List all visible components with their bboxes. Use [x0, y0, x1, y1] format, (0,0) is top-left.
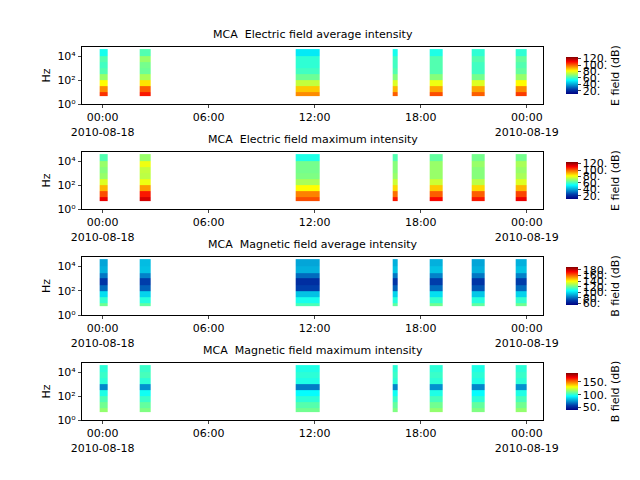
svg-text:10⁰: 10⁰	[57, 203, 76, 216]
svg-text:100.: 100.	[583, 59, 608, 72]
svg-text:06:00: 06:00	[193, 322, 225, 335]
svg-text:Hz: Hz	[40, 68, 53, 82]
svg-text:00:002010-08-19: 00:002010-08-19	[495, 322, 559, 349]
svg-text:80.: 80.	[583, 65, 601, 78]
svg-text:18:00: 18:00	[405, 427, 437, 440]
svg-text:20.: 20.	[583, 85, 601, 98]
svg-text:10⁰: 10⁰	[57, 414, 76, 427]
svg-text:00:002010-08-19: 00:002010-08-19	[495, 427, 559, 454]
svg-text:00:002010-08-18: 00:002010-08-18	[71, 322, 135, 349]
svg-text:18:00: 18:00	[405, 322, 437, 335]
svg-text:00:002010-08-18: 00:002010-08-18	[71, 111, 135, 138]
svg-text:160.: 160.	[583, 269, 608, 282]
svg-text:Hz: Hz	[40, 384, 53, 398]
svg-text:60.: 60.	[583, 177, 601, 190]
svg-text:80.: 80.	[583, 292, 601, 305]
svg-text:100.: 100.	[583, 389, 608, 402]
svg-text:18:00: 18:00	[405, 111, 437, 124]
svg-text:MCA Magnetic field average in: MCA Magnetic field average intensity	[208, 238, 417, 251]
svg-text:180.: 180.	[583, 264, 608, 277]
svg-text:12:00: 12:00	[299, 111, 331, 124]
svg-text:10⁴: 10⁴	[57, 50, 76, 63]
svg-text:B field (dB): B field (dB)	[609, 255, 622, 316]
svg-text:120.: 120.	[583, 281, 608, 294]
svg-text:E field (dB): E field (dB)	[609, 45, 622, 106]
svg-text:00:002010-08-19: 00:002010-08-19	[495, 111, 559, 138]
svg-text:10²: 10²	[57, 179, 75, 192]
svg-text:00:002010-08-18: 00:002010-08-18	[71, 427, 135, 454]
svg-text:MCA Electric field maximum in: MCA Electric field maximum intensity	[208, 133, 418, 146]
svg-text:MCA Magnetic field maximum in: MCA Magnetic field maximum intensity	[203, 344, 423, 357]
svg-text:100.: 100.	[583, 286, 608, 299]
svg-text:10⁴: 10⁴	[57, 155, 76, 168]
svg-text:140.: 140.	[583, 275, 608, 288]
svg-text:06:00: 06:00	[193, 427, 225, 440]
svg-text:10⁰: 10⁰	[57, 98, 76, 111]
svg-text:12:00: 12:00	[299, 427, 331, 440]
svg-text:40.: 40.	[583, 78, 601, 91]
svg-text:120.: 120.	[583, 52, 608, 65]
svg-text:E field (dB): E field (dB)	[609, 150, 622, 211]
svg-text:100.: 100.	[583, 164, 608, 177]
svg-text:Hz: Hz	[40, 173, 53, 187]
svg-text:120.: 120.	[583, 157, 608, 170]
svg-text:12:00: 12:00	[299, 216, 331, 229]
svg-text:00:002010-08-18: 00:002010-08-18	[71, 216, 135, 243]
svg-text:10²: 10²	[57, 74, 75, 87]
svg-text:Hz: Hz	[40, 279, 53, 293]
svg-text:06:00: 06:00	[193, 111, 225, 124]
svg-text:00:002010-08-19: 00:002010-08-19	[495, 216, 559, 243]
svg-text:40.: 40.	[583, 183, 601, 196]
svg-text:10⁴: 10⁴	[57, 366, 76, 379]
svg-text:60.: 60.	[583, 72, 601, 85]
svg-text:20.: 20.	[583, 190, 601, 203]
svg-text:80.: 80.	[583, 170, 601, 183]
svg-text:18:00: 18:00	[405, 216, 437, 229]
svg-text:10²: 10²	[57, 285, 75, 298]
svg-text:50.: 50.	[583, 401, 601, 414]
svg-text:12:00: 12:00	[299, 322, 331, 335]
svg-text:10⁰: 10⁰	[57, 309, 76, 322]
svg-text:06:00: 06:00	[193, 216, 225, 229]
svg-text:MCA Electric field average in: MCA Electric field average intensity	[213, 28, 413, 41]
svg-text:B field (dB): B field (dB)	[609, 361, 622, 422]
svg-text:60.: 60.	[583, 297, 601, 310]
svg-text:10⁴: 10⁴	[57, 260, 76, 273]
svg-text:150.: 150.	[583, 376, 608, 389]
svg-text:10²: 10²	[57, 390, 75, 403]
